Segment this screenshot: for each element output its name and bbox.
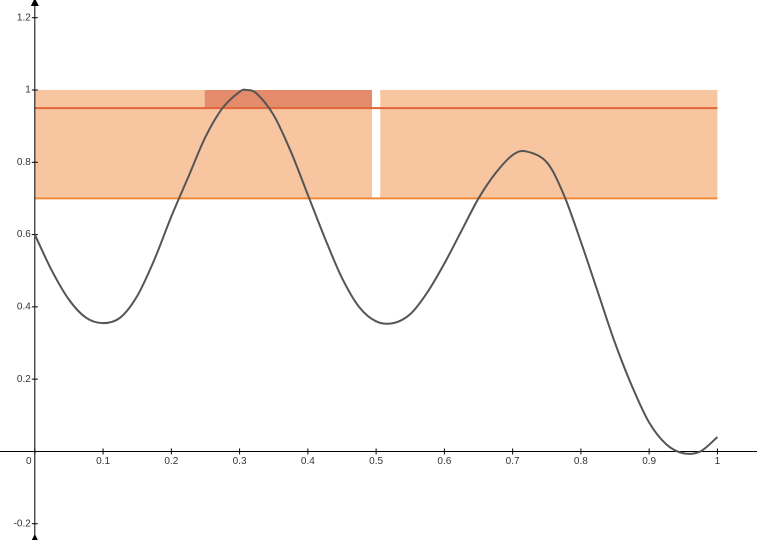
shaded-region [204,90,373,109]
y-tick-label: 0.2 [17,374,31,385]
y-tick-label: 0.8 [17,157,31,168]
x-tick-label: 0.6 [437,456,451,467]
x-tick-label: 0.5 [369,456,383,467]
curve [33,88,719,455]
shaded-region [380,90,718,199]
y-tick-label: 1 [25,85,31,96]
x-tick-label: 1 [715,456,721,467]
y-tick-label: 0.4 [17,302,31,313]
x-tick-label: 0.2 [164,456,178,467]
x-tick-label: 0 [26,456,32,467]
y-tick-label: 1.2 [17,12,31,23]
x-tick-label: 0.9 [642,456,656,467]
x-tick-label: 0.8 [574,456,588,467]
y-tick-label: -0.2 [14,518,32,529]
y-tick-label: 0.6 [17,229,31,240]
x-tick-label: 0.1 [96,456,110,467]
x-tick-label: 0.7 [506,456,520,467]
x-tick-label: 0.3 [233,456,247,467]
x-tick-label: 0.4 [301,456,315,467]
